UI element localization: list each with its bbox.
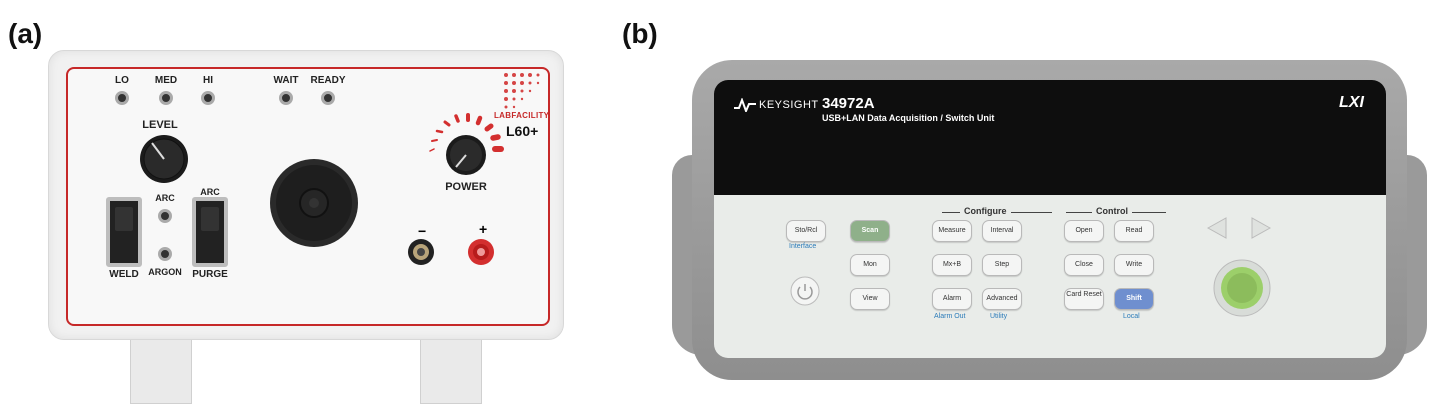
negative-terminal[interactable] xyxy=(406,237,436,267)
subtitle-b: USB+LAN Data Acquisition / Switch Unit xyxy=(822,113,995,123)
power-button-icon[interactable] xyxy=(790,276,820,306)
local-label: Local xyxy=(1123,313,1140,320)
model-name: L60+ xyxy=(506,123,539,139)
arrow-keys xyxy=(1206,217,1272,239)
interval-button[interactable]: Interval xyxy=(982,220,1022,242)
arc-label-left: ARC xyxy=(155,193,175,203)
configure-label: Configure xyxy=(960,206,1011,216)
panel-label-a: (a) xyxy=(8,18,43,49)
keysight-logo-icon xyxy=(734,98,756,112)
led-label-ready: READY xyxy=(310,75,346,86)
left-arrow-icon xyxy=(1206,217,1227,239)
advanced-button[interactable]: Advanced xyxy=(982,288,1022,310)
open-button[interactable]: Open xyxy=(1064,220,1104,242)
arc-label-right: ARC xyxy=(200,187,220,197)
led-ready xyxy=(321,91,335,105)
brand-name: LABFACILITY xyxy=(494,111,550,120)
mxb-button[interactable]: Mx+B xyxy=(932,254,972,276)
plus-sign: + xyxy=(479,221,488,237)
right-stand-leg xyxy=(420,337,482,404)
led-lo xyxy=(115,91,129,105)
sto-rcl-button[interactable]: Sto/Rcl xyxy=(786,220,826,242)
minus-sign: − xyxy=(418,223,427,239)
led-wait xyxy=(279,91,293,105)
led-arc xyxy=(158,209,172,223)
led-argon xyxy=(158,247,172,261)
panel-label-b: (b) xyxy=(622,18,658,49)
argon-label: ARGON xyxy=(148,267,182,277)
step-button[interactable]: Step xyxy=(982,254,1022,276)
led-label-med: MED xyxy=(154,75,178,86)
alarm-button[interactable]: Alarm xyxy=(932,288,972,310)
shift-button[interactable]: Shift xyxy=(1114,288,1154,310)
lxi-logo: LXI xyxy=(1339,94,1364,111)
positive-terminal[interactable] xyxy=(466,237,496,267)
level-label: LEVEL xyxy=(142,119,178,131)
weld-label: WELD xyxy=(109,269,139,280)
left-stand-leg xyxy=(130,337,192,404)
led-hi xyxy=(201,91,215,105)
rotary-knob[interactable] xyxy=(1212,258,1272,318)
welder-front-panel: LO MED HI WAIT READY LABFACILITY L60+ LE… xyxy=(66,67,550,326)
read-button[interactable]: Read xyxy=(1114,220,1154,242)
led-label-hi: HI xyxy=(203,75,213,86)
display-area: KEYSIGHT 34972A USB+LAN Data Acquisition… xyxy=(714,80,1386,195)
close-button[interactable]: Close xyxy=(1064,254,1104,276)
power-label: POWER xyxy=(445,181,487,193)
weld-switch[interactable] xyxy=(106,197,142,267)
control-label: Control xyxy=(1092,206,1132,216)
center-round-knob[interactable] xyxy=(268,157,360,249)
led-label-lo: LO xyxy=(115,75,129,86)
power-dial-scale xyxy=(429,113,504,175)
view-button[interactable]: View xyxy=(850,288,890,310)
scan-button[interactable]: Scan xyxy=(850,220,890,242)
brand-name-b: KEYSIGHT xyxy=(759,99,819,111)
purge-label: PURGE xyxy=(192,269,228,280)
model-name-b: 34972A xyxy=(822,95,875,112)
welder-unit: LO MED HI WAIT READY LABFACILITY L60+ LE… xyxy=(40,45,570,405)
write-button[interactable]: Write xyxy=(1114,254,1154,276)
alarm-out-label: Alarm Out xyxy=(934,313,966,320)
keysight-unit: KEYSIGHT 34972A USB+LAN Data Acquisition… xyxy=(672,60,1427,385)
led-label-wait: WAIT xyxy=(273,75,299,86)
led-med xyxy=(159,91,173,105)
front-panel: KEYSIGHT 34972A USB+LAN Data Acquisition… xyxy=(714,80,1386,358)
interface-label: Interface xyxy=(789,243,817,250)
purge-switch[interactable] xyxy=(192,197,228,267)
card-reset-button[interactable]: Card Reset xyxy=(1064,288,1104,310)
right-arrow-icon xyxy=(1251,217,1272,239)
utility-label: Utility xyxy=(990,313,1008,320)
brand-dot-pattern xyxy=(504,73,540,109)
mon-button[interactable]: Mon xyxy=(850,254,890,276)
measure-button[interactable]: Measure xyxy=(932,220,972,242)
level-knob[interactable] xyxy=(138,133,190,185)
